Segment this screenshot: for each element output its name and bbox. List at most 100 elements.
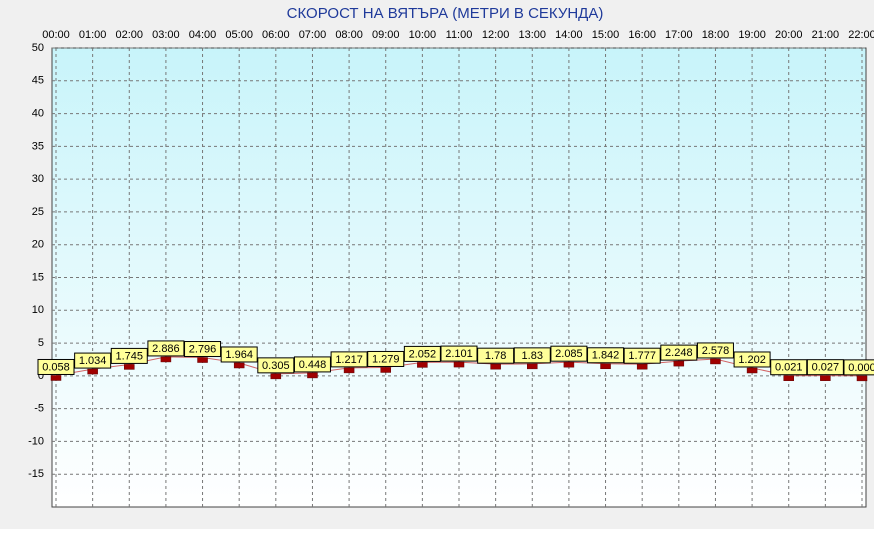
point-marker [527, 363, 538, 370]
value-label: 1.745 [116, 350, 144, 362]
x-tick-label: 10:00 [409, 29, 437, 41]
x-tick-label: 05:00 [225, 29, 253, 41]
value-label-box [587, 347, 625, 364]
x-tick-label: 09:00 [372, 29, 400, 41]
x-tick-label: 01:00 [79, 29, 107, 41]
y-tick-label: 35 [32, 140, 44, 152]
value-label: 0.027 [812, 362, 840, 374]
value-label-box [623, 347, 661, 364]
point-marker [124, 364, 135, 370]
x-tick-label: 07:00 [299, 29, 327, 41]
x-tick-label: 08:00 [335, 29, 363, 41]
y-tick-label: 20 [32, 239, 44, 251]
value-label: 1.842 [592, 350, 620, 362]
y-tick-label: -15 [28, 468, 44, 480]
value-label-box [513, 347, 551, 364]
y-tick-label: 45 [32, 75, 44, 87]
x-tick-label: 13:00 [519, 29, 547, 41]
x-tick-label: 21:00 [812, 29, 840, 41]
point-marker [636, 363, 648, 370]
value-label-box [110, 347, 148, 364]
y-tick-label: 15 [32, 271, 44, 283]
x-tick-label: 18:00 [702, 29, 730, 41]
value-label: 0.021 [775, 362, 803, 374]
point-marker [233, 362, 245, 369]
value-label: 1.217 [335, 354, 363, 366]
value-label-box [37, 358, 75, 375]
value-label-box [660, 344, 698, 361]
y-tick-label: 25 [32, 206, 44, 218]
x-tick-label: 11:00 [446, 29, 473, 41]
value-label-box [770, 359, 808, 376]
value-label-box [330, 351, 368, 368]
x-tick-label: 20:00 [775, 29, 803, 41]
y-tick-label: 10 [32, 304, 44, 316]
x-tick-label: 14:00 [555, 29, 583, 41]
value-label: 0.000 [848, 362, 874, 374]
y-tick-label: -5 [34, 403, 44, 415]
point-marker [307, 372, 318, 379]
value-label: 1.034 [79, 355, 107, 367]
value-label: 2.578 [702, 345, 730, 357]
x-tick-label: 17:00 [665, 29, 693, 41]
value-label: 2.101 [445, 348, 473, 360]
point-marker [270, 373, 282, 380]
x-tick-label: 22:00 [848, 29, 874, 41]
value-label: 2.248 [665, 347, 693, 359]
point-marker [87, 368, 98, 375]
point-marker [856, 375, 868, 382]
value-label-box [257, 357, 295, 374]
value-label: 1.279 [372, 353, 400, 365]
point-marker [380, 367, 391, 373]
value-label-box [806, 359, 844, 376]
point-marker [490, 363, 501, 370]
x-tick-label: 03:00 [152, 29, 180, 41]
y-tick-label: 30 [32, 173, 44, 185]
value-label-box [550, 345, 588, 362]
x-tick-label: 06:00 [262, 29, 290, 41]
value-label: 0.448 [299, 359, 327, 371]
y-tick-label: 50 [32, 42, 44, 54]
point-marker [563, 361, 575, 368]
x-tick-label: 16:00 [628, 29, 656, 41]
value-label: 1.202 [738, 354, 766, 366]
y-tick-label: 5 [38, 337, 44, 349]
y-tick-label: 40 [32, 107, 44, 119]
value-label-box [440, 345, 478, 362]
x-tick-label: 02:00 [116, 29, 144, 41]
value-label-box [74, 352, 112, 369]
value-label: 1.78 [485, 350, 506, 362]
value-label-box [184, 341, 222, 358]
value-label: 2.085 [555, 348, 583, 360]
value-label: 2.796 [189, 343, 217, 355]
x-tick-label: 00:00 [42, 29, 70, 41]
value-label-box [403, 345, 441, 362]
point-marker [50, 375, 62, 381]
y-tick-label: 0 [38, 370, 44, 382]
value-label-box [220, 346, 258, 363]
value-label: 1.83 [522, 350, 543, 362]
point-marker [673, 360, 685, 367]
value-label-box [367, 350, 405, 367]
y-tick-label: -10 [28, 435, 44, 447]
value-label-box [477, 347, 515, 364]
value-label-box [696, 342, 734, 359]
x-tick-label: 15:00 [592, 29, 620, 41]
value-label: 2.052 [409, 348, 437, 360]
value-label: 1.777 [628, 350, 656, 362]
x-tick-label: 04:00 [189, 29, 217, 41]
value-label: 2.886 [152, 343, 180, 355]
point-marker [453, 361, 465, 368]
point-marker [417, 362, 428, 368]
value-label-box [293, 356, 331, 373]
value-label: 1.964 [225, 349, 253, 361]
point-marker [820, 375, 831, 381]
x-tick-label: 19:00 [738, 29, 766, 41]
value-label-box [733, 351, 771, 368]
value-label-box [843, 359, 874, 376]
value-label: 0.305 [262, 360, 290, 372]
point-marker [746, 367, 758, 374]
point-marker [600, 363, 611, 370]
point-marker [783, 375, 794, 381]
